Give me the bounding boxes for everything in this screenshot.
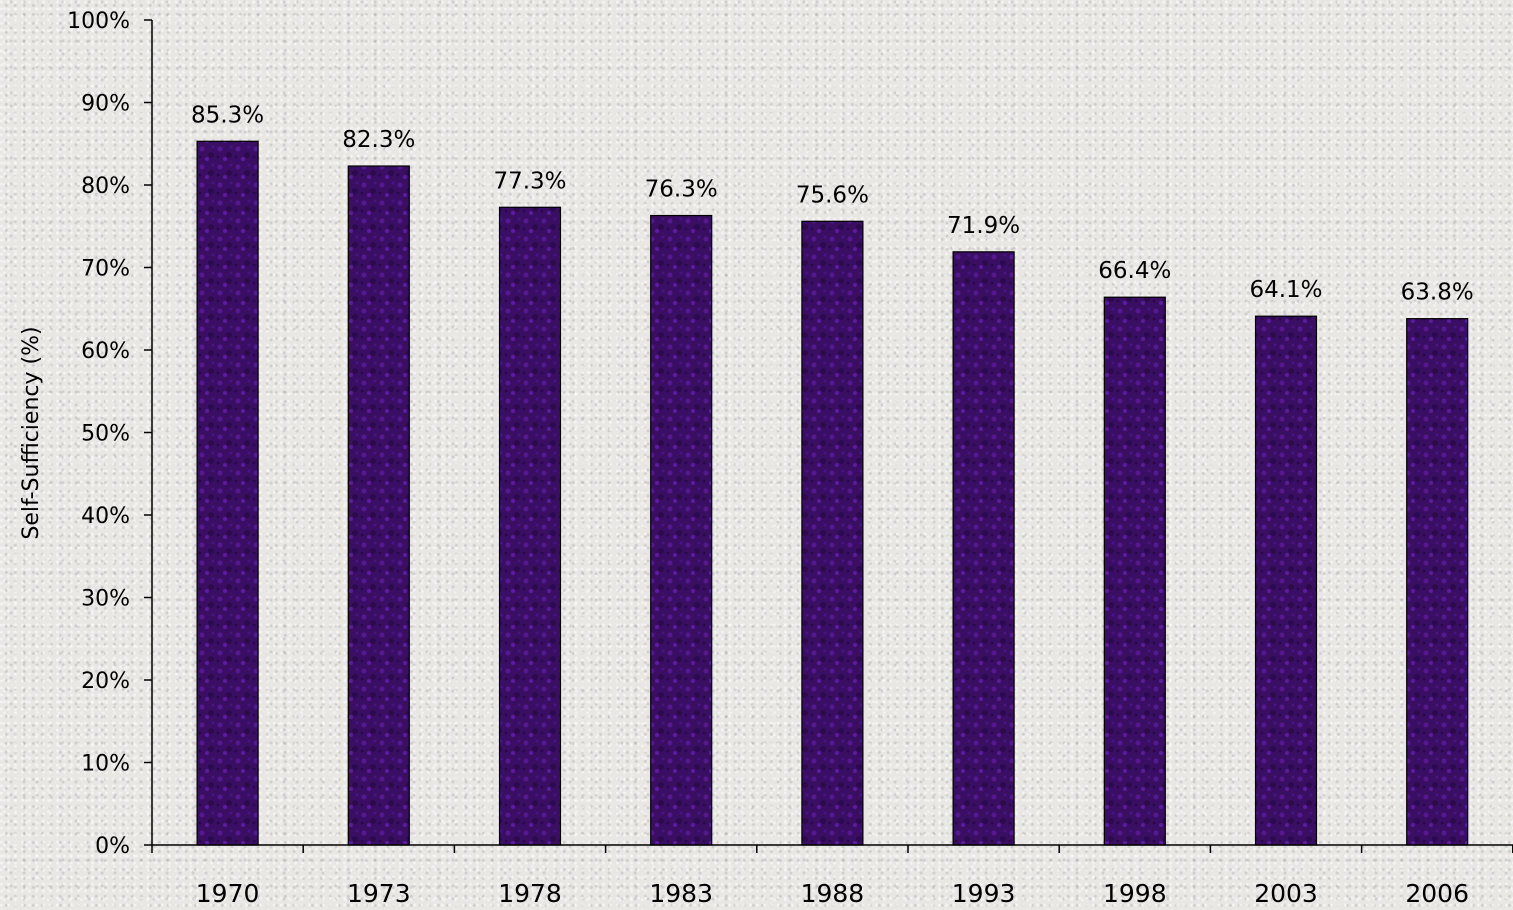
y-tick-label: 70%	[81, 257, 130, 282]
y-tick-label: 10%	[81, 752, 130, 777]
category-label-2006: 2006	[1405, 879, 1469, 908]
category-label-1988: 1988	[801, 879, 865, 908]
y-tick-label: 0%	[95, 834, 130, 859]
data-label-1988: 75.6%	[796, 182, 869, 208]
category-label-1970: 1970	[196, 879, 260, 908]
data-label-1998: 66.4%	[1098, 258, 1171, 284]
bar-1973	[347, 165, 410, 846]
data-label-1993: 71.9%	[947, 213, 1020, 239]
bar-1970	[196, 140, 259, 846]
data-labels: 85.3% 82.3% 77.3% 76.3% 75.6% 71.9% 66.4% 64.1%…	[191, 102, 1474, 305]
data-label-1978: 77.3%	[493, 168, 566, 194]
category-labels: 1970 1973 1978 1983 1988 1993 1998 2003 2006	[196, 879, 1469, 908]
y-tick-label: 90%	[81, 92, 130, 117]
bars	[196, 140, 1469, 846]
category-label-1978: 1978	[498, 879, 562, 908]
category-label-1993: 1993	[952, 879, 1016, 908]
category-label-1973: 1973	[347, 879, 411, 908]
bar-1993	[952, 251, 1015, 846]
bar-1978	[498, 206, 562, 846]
y-tick-label: 30%	[81, 587, 130, 612]
y-axis-title: Self-Sufficiency (%)	[19, 326, 44, 539]
bar-1998	[1103, 296, 1166, 846]
y-tick-label: 50%	[81, 422, 130, 447]
data-label-1983: 76.3%	[645, 177, 718, 203]
data-label-1973: 82.3%	[342, 127, 415, 153]
y-tick-label: 80%	[81, 174, 130, 199]
y-tick-label: 20%	[81, 669, 130, 694]
category-label-1998: 1998	[1103, 879, 1167, 908]
bar-2003	[1254, 315, 1318, 846]
bar-1983	[650, 214, 713, 846]
category-label-1983: 1983	[649, 879, 713, 908]
bar-2006	[1406, 318, 1469, 846]
y-tick-label: 40%	[81, 504, 130, 529]
category-label-2003: 2003	[1254, 879, 1318, 908]
y-tick-label: 100%	[67, 9, 130, 34]
bar-1988	[801, 220, 864, 846]
data-label-2003: 64.1%	[1249, 277, 1322, 303]
y-axis-ticks: 0% 10% 20% 30% 40% 50% 60% 70% 80% 90% 100%	[67, 9, 1513, 859]
data-label-1970: 85.3%	[191, 102, 264, 128]
data-label-2006: 63.8%	[1401, 280, 1474, 306]
y-tick-label: 60%	[81, 339, 130, 364]
